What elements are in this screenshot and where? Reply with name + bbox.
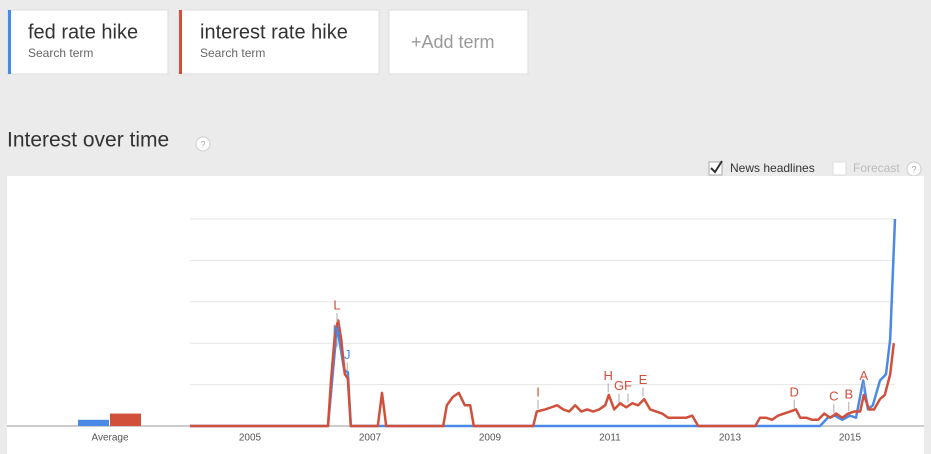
x-tick-label: 2009 xyxy=(479,433,502,444)
annotation: F xyxy=(624,378,632,393)
term-subtitle: Search term xyxy=(200,46,265,60)
x-tick-label: 2011 xyxy=(599,433,621,444)
section-title: Interest over time xyxy=(7,129,169,152)
annotation: H xyxy=(604,368,613,383)
average-label: Average xyxy=(91,433,129,444)
help-icon[interactable]: ? xyxy=(200,139,205,149)
add-term-card[interactable] xyxy=(388,9,529,75)
annotation: D xyxy=(790,384,799,399)
annotation: I xyxy=(536,384,540,399)
card[interactable] xyxy=(178,9,380,75)
average-bar xyxy=(78,419,109,426)
x-tick-label: 2005 xyxy=(239,433,262,444)
annotation: G xyxy=(614,378,624,393)
x-tick-label: 2013 xyxy=(719,433,742,444)
add-term[interactable]: +Add term xyxy=(411,32,495,52)
term-card[interactable]: interest rate hike Search term xyxy=(178,9,380,75)
annotation: A xyxy=(859,368,868,383)
help-circle[interactable] xyxy=(195,136,211,152)
annotation: K xyxy=(333,322,342,337)
annotation: L xyxy=(333,297,340,312)
average-bar xyxy=(110,413,141,426)
checkmark xyxy=(710,160,723,174)
annotation: B xyxy=(844,386,853,401)
card-accent xyxy=(8,10,11,74)
x-tick-label: 2015 xyxy=(839,433,862,444)
checkbox[interactable] xyxy=(832,161,847,176)
term: interest rate hike xyxy=(200,21,348,43)
x-tick-label: 2007 xyxy=(359,433,382,444)
chart-panel xyxy=(7,176,924,454)
annotation: J xyxy=(344,347,351,362)
term-card[interactable]: fed rate hike Search term xyxy=(7,9,169,75)
term-subtitle: Search term xyxy=(28,46,93,60)
annotation: C xyxy=(829,388,838,403)
series-line xyxy=(190,319,896,428)
option-label[interactable]: Forecast xyxy=(853,161,900,175)
term: fed rate hike xyxy=(28,21,138,43)
annotation: E xyxy=(639,372,648,387)
option-label[interactable]: News headlines xyxy=(730,161,815,175)
card-accent xyxy=(179,10,182,74)
help-icon[interactable]: ? xyxy=(911,164,916,174)
card[interactable] xyxy=(7,9,169,75)
